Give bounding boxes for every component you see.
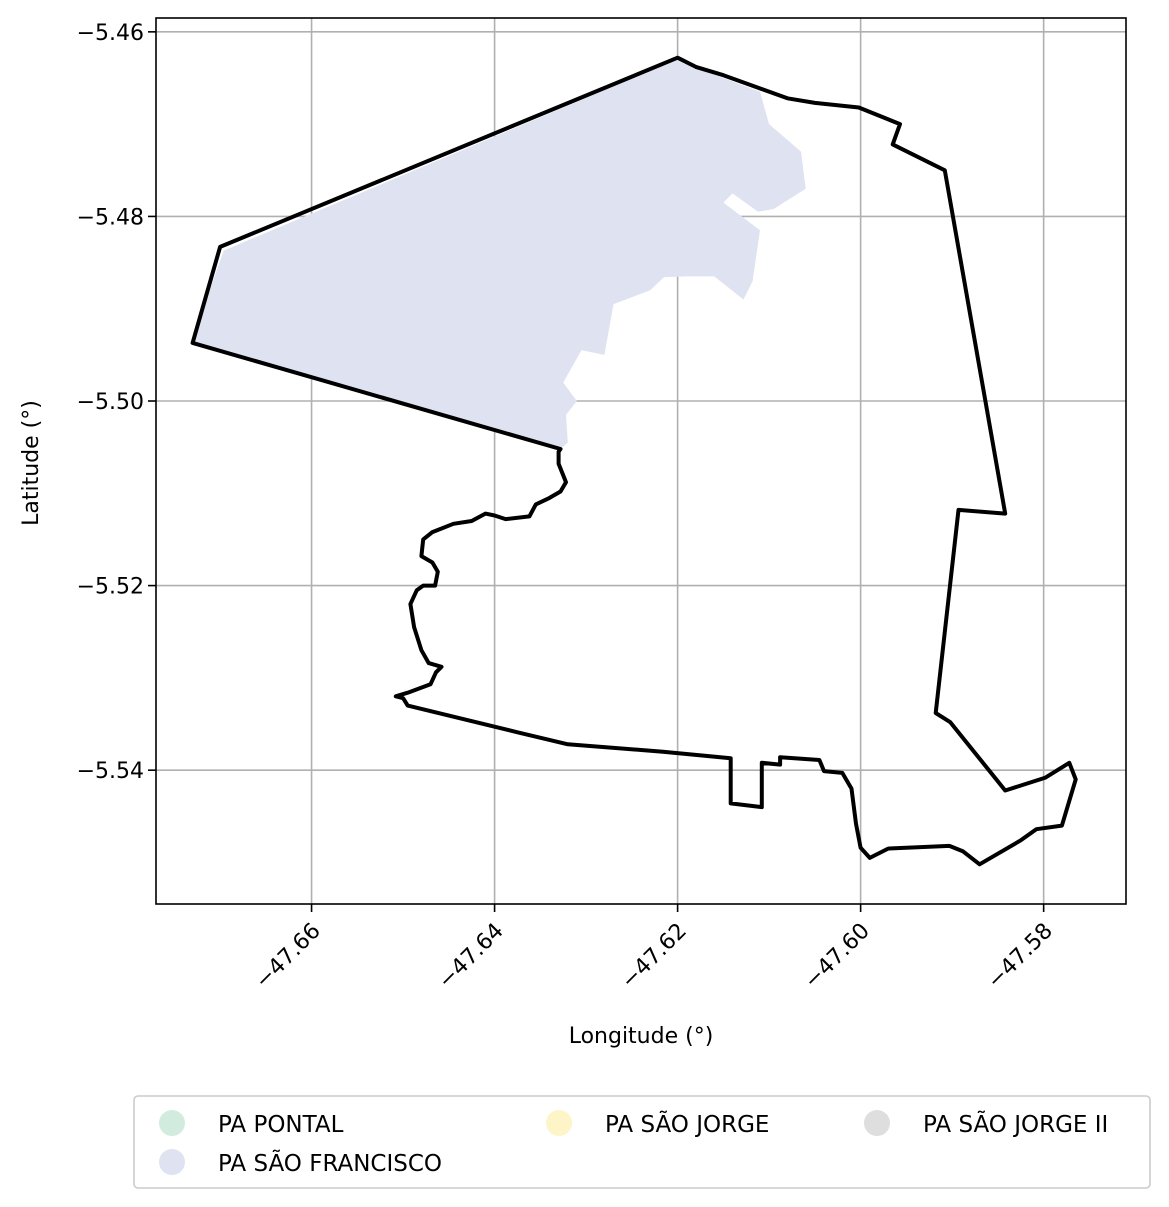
legend-swatch <box>159 1149 185 1175</box>
legend-label: PA SÃO FRANCISCO <box>218 1149 442 1177</box>
region-sao-francisco <box>190 59 806 449</box>
region-layer <box>190 59 806 449</box>
y-tick-label: −5.48 <box>77 205 144 230</box>
y-tick-label: −5.52 <box>77 575 144 600</box>
y-tick-label: −5.50 <box>77 390 144 415</box>
legend-swatch <box>546 1110 572 1136</box>
legend-swatch <box>159 1110 185 1136</box>
legend-label: PA SÃO JORGE <box>605 1110 769 1138</box>
boundary-layer <box>190 55 1078 867</box>
legend-label: PA SÃO JORGE II <box>923 1110 1108 1138</box>
y-tick-label: −5.54 <box>77 759 144 784</box>
legend-swatch <box>864 1110 890 1136</box>
legend-box <box>133 1095 1151 1189</box>
plot-frame <box>155 17 1127 905</box>
y-tick-label: −5.46 <box>77 21 144 46</box>
boundary-outline <box>190 55 1078 867</box>
legend: PA PONTAL PA SÃO FRANCISCO PA SÃO JORGE PA … <box>133 1095 1151 1189</box>
y-axis-label: Latitude (°) <box>19 400 44 526</box>
x-axis-label: Longitude (°) <box>569 1024 714 1049</box>
legend-label: PA PONTAL <box>218 1112 344 1138</box>
